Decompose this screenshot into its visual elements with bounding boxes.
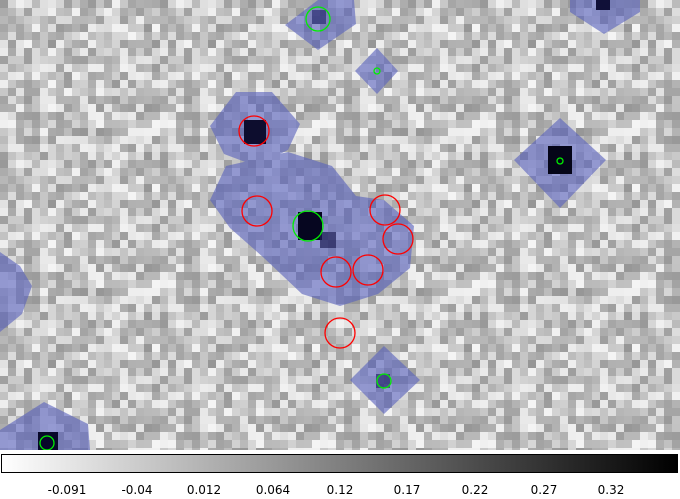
source-blob-top-center — [285, 0, 356, 50]
source-core-upper-left — [244, 120, 266, 144]
region-green-3[interactable] — [556, 157, 564, 165]
region-red-3[interactable] — [369, 194, 401, 226]
region-green-4[interactable] — [292, 210, 324, 242]
source-core-top-right — [596, 0, 610, 10]
source-core-bottom-center — [376, 374, 390, 388]
source-blob-top-right — [570, 0, 640, 34]
colorbar-tick-label: 0.22 — [461, 483, 489, 497]
sky-image-panel[interactable] — [0, 0, 680, 450]
source-blob-bottom-left — [0, 402, 90, 450]
source-blob-left-edge — [0, 252, 32, 332]
colorbar-tick-label: 0.32 — [597, 483, 625, 497]
colorbar-tick-label: 0.27 — [530, 483, 558, 497]
region-red-4[interactable] — [382, 223, 414, 255]
colorbar-gradient — [1, 454, 678, 473]
sky-image[interactable] — [0, 0, 680, 450]
region-green-2[interactable] — [373, 67, 381, 75]
region-red-7[interactable] — [324, 317, 356, 349]
colorbar: -0.091 -0.04 0.012 0.064 0.12 0.17 0.22 … — [0, 453, 680, 499]
colorbar-tick-label: 0.012 — [186, 483, 222, 497]
source-core-right — [548, 146, 572, 174]
source-core-top-center — [312, 10, 326, 24]
region-green-1[interactable] — [305, 6, 331, 32]
colorbar-tick-label: -0.04 — [121, 483, 153, 497]
region-green-6[interactable] — [39, 435, 55, 450]
region-red-5[interactable] — [320, 256, 352, 288]
region-green-5[interactable] — [376, 373, 392, 389]
region-red-6[interactable] — [352, 254, 384, 286]
source-blob-small-top — [355, 48, 398, 94]
region-red-2[interactable] — [241, 195, 273, 227]
colorbar-tick-label: 0.064 — [255, 483, 291, 497]
source-core-central — [298, 212, 322, 240]
colorbar-tick-label: -0.091 — [47, 483, 87, 497]
region-red-1[interactable] — [238, 115, 270, 147]
colorbar-tick-label: 0.12 — [326, 483, 354, 497]
colorbar-tick-label: 0.17 — [393, 483, 421, 497]
source-core-central-b — [320, 232, 336, 248]
